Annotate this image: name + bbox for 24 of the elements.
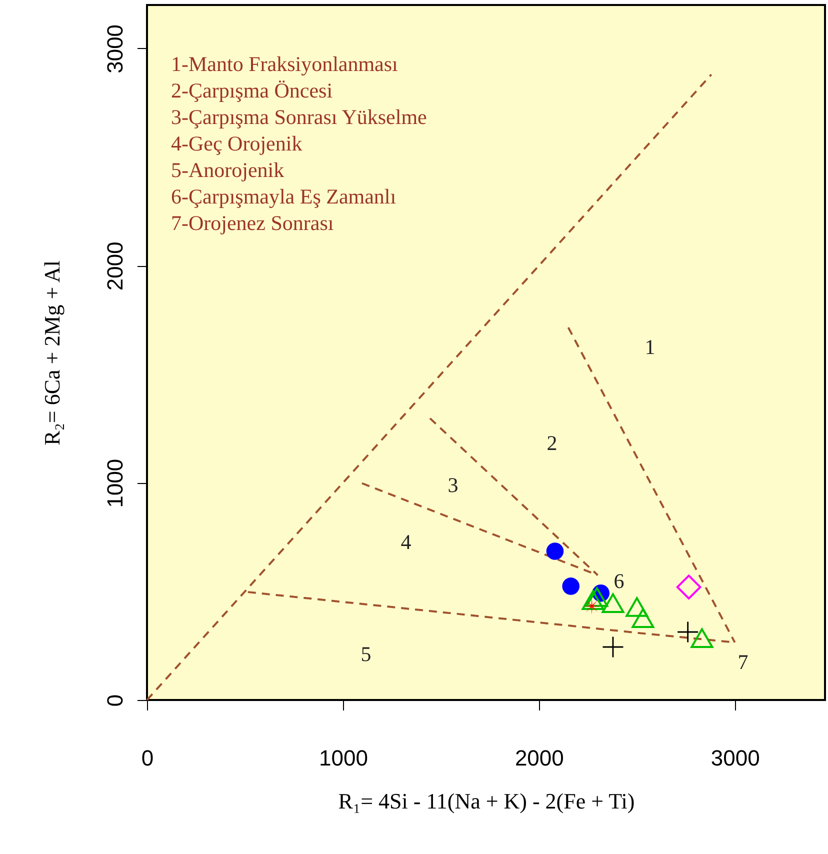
annotation: 3-Çarpışma Sonrası Yükselme — [171, 105, 427, 129]
annotation: 2-Çarpışma Öncesi — [171, 78, 333, 102]
annotation: 1-Manto Fraksiyonlanması — [171, 52, 398, 76]
x-tick-label: 1000 — [318, 746, 368, 770]
annotation: 7-Orojenez Sonrası — [171, 211, 334, 235]
annotation: 5-Anorojenik — [171, 158, 285, 182]
y-tick-label: 0 — [102, 694, 128, 707]
annotation: 3 — [448, 473, 458, 497]
y-tick-label: 3000 — [102, 24, 128, 74]
annotation: 4 — [400, 530, 412, 554]
x-tick-label: 2000 — [514, 746, 564, 770]
annotation: 2 — [546, 431, 558, 455]
y-tick-label: 2000 — [102, 242, 128, 291]
x-tick-label: 3000 — [710, 746, 760, 770]
y-tick-label: 1000 — [102, 458, 128, 508]
x-axis-title: R₁= 4Si - 11(Na + K) - 2(Fe + Ti) — [338, 788, 635, 814]
y-axis-title: R₂= 6Ca + 2Mg + Al — [40, 260, 64, 446]
annotation: 4-Geç Orojenik — [171, 132, 303, 156]
x-tick-label: 0 — [141, 746, 154, 770]
annotation: 5 — [360, 642, 372, 666]
annotation: 7 — [738, 650, 748, 674]
annotation: 1 — [644, 335, 656, 359]
annotation: 6 — [614, 569, 624, 593]
annotation: 6-Çarpışmayla Eş Zamanlı — [171, 184, 396, 208]
